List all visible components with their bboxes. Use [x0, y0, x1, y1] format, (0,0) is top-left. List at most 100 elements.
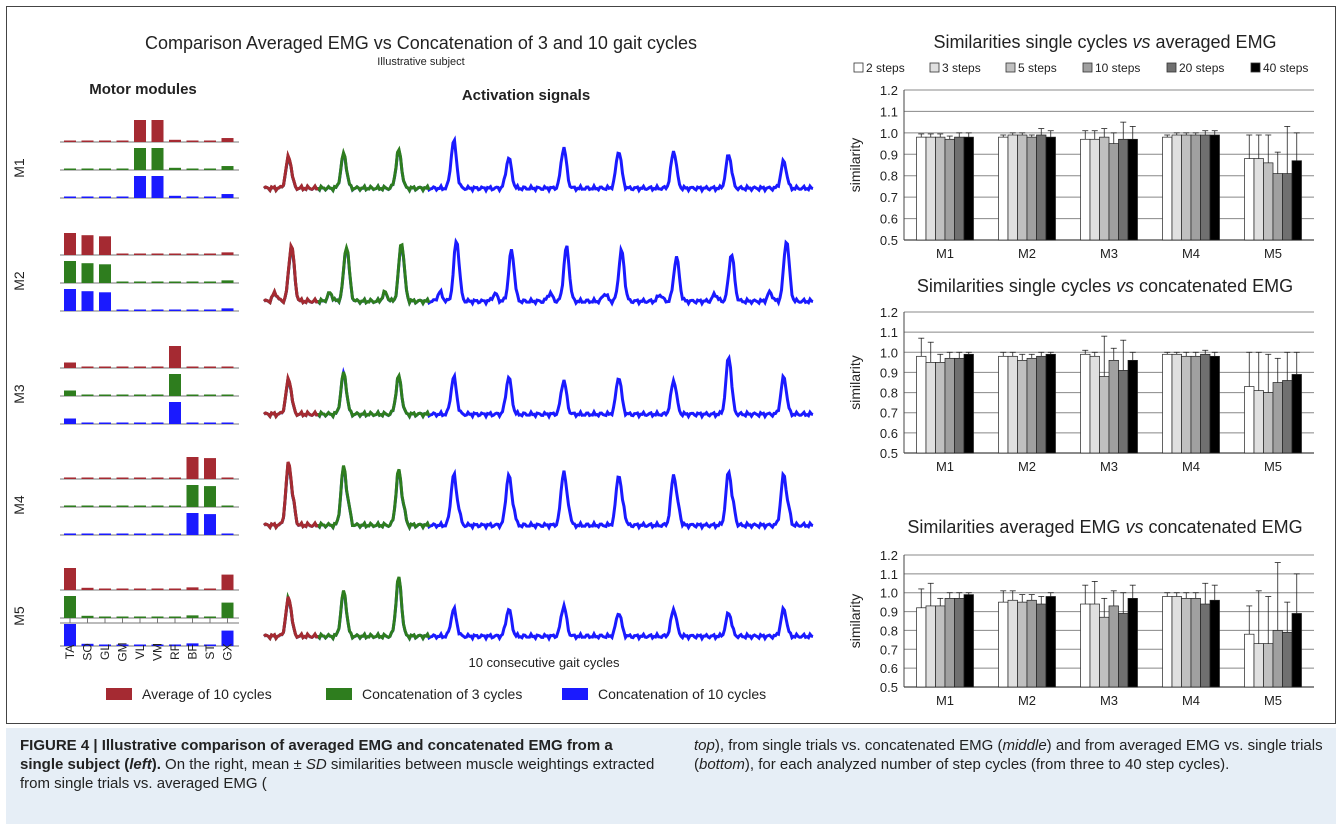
y-axis-label: similarity [847, 594, 863, 648]
right-panel: Similarities single cycles vs averaged E… [840, 6, 1334, 724]
weight-bar-m1-vm [151, 148, 164, 170]
bar-m1-2-steps [916, 355, 927, 454]
chart-title-1: Similarities single cycles vs averaged E… [933, 32, 1276, 52]
bar-m5-40-steps [1291, 613, 1302, 688]
bar-m5-3-steps [1253, 158, 1264, 241]
weight-bar-m2-vm [151, 253, 164, 255]
weight-bar-m3-gl [99, 366, 111, 368]
weight-bar-m3-gm [116, 366, 129, 368]
weight-bar-m4-st [204, 514, 216, 535]
y-tick-label: 0.8 [880, 169, 898, 184]
bar-m5-5-steps [1263, 392, 1274, 454]
bar-m2-40-steps [1045, 596, 1056, 688]
muscle-label-vl: VL [133, 644, 147, 659]
bar-m3-40-steps [1127, 138, 1138, 241]
weight-bar-m2-gx [221, 308, 234, 311]
weight-bar-m4-gm [116, 477, 129, 479]
caption-bottom: bottom [699, 756, 745, 773]
weight-bar-m3-ta [64, 390, 76, 396]
bar-m2-40-steps [1045, 353, 1056, 454]
bar-m2-40-steps [1045, 136, 1056, 241]
chart-title-part: Similarities averaged EMG [907, 517, 1125, 537]
figure-caption: FIGURE 4 | Illustrative comparison of av… [6, 728, 1336, 824]
y-tick-label: 1.1 [880, 104, 898, 119]
module-label-m2: M2 [11, 271, 27, 291]
bar-m4-5-steps [1181, 134, 1192, 241]
weight-bar-m4-gx [221, 477, 234, 479]
caption-text1: On the right, mean ± [160, 756, 306, 773]
bar-m2-2-steps [998, 601, 1009, 688]
weight-bar-m5-gx [221, 574, 234, 590]
weight-bar-m1-gm [116, 140, 129, 142]
y-tick-label: 0.8 [880, 386, 898, 401]
bar-m3-40-steps [1127, 598, 1138, 688]
weight-bar-m4-vm [151, 505, 164, 507]
weight-bar-m2-st [204, 253, 216, 255]
weight-bar-m4-gm [116, 533, 129, 535]
weight-bar-m1-bf [186, 140, 199, 142]
weight-bar-m4-ta [64, 505, 76, 507]
weight-bar-m3-rf [169, 402, 181, 424]
weight-bar-m2-vl [134, 253, 146, 255]
legend-swatch-10-steps [1082, 62, 1093, 73]
weight-bar-m3-rf [169, 374, 181, 396]
muscle-label-st: ST [203, 644, 217, 660]
weight-bar-m4-ta [64, 533, 76, 535]
bar-m3-20-steps [1118, 370, 1129, 454]
weight-bar-m1-vl [134, 120, 146, 142]
module-label-m1: M1 [11, 158, 27, 178]
weight-bar-m4-bf [186, 485, 199, 507]
bar-m5-40-steps [1291, 374, 1302, 454]
legend-label-0: Average of 10 cycles [142, 686, 272, 702]
weight-bar-m2-vl [134, 281, 146, 283]
weight-bar-m2-gx [221, 252, 234, 255]
weight-bar-m5-rf [169, 616, 181, 618]
weight-bar-m3-rf [169, 346, 181, 368]
caption-text4: ) and from averaged EMG vs. single trial… [694, 737, 1323, 773]
bar-m4-20-steps [1200, 603, 1211, 688]
weight-bar-m3-gl [99, 394, 111, 396]
weight-bar-m4-vl [134, 477, 146, 479]
weight-bar-m5-st [204, 644, 216, 646]
weight-bar-m5-st [204, 588, 216, 590]
bar-m5-5-steps [1263, 162, 1274, 241]
caption-title-end: ). [151, 756, 161, 773]
weight-bar-m3-st [204, 394, 216, 396]
weight-bar-m5-so [81, 587, 94, 590]
weight-bar-m1-so [81, 168, 94, 170]
muscle-labels: TA SO GL GM VL VM RF BF ST GX [60, 618, 239, 662]
weight-bar-m4-gx [221, 505, 234, 507]
x-tick-label-m5: M5 [1264, 246, 1282, 261]
bar-m1-20-steps [954, 357, 965, 454]
weight-bar-m4-so [81, 477, 94, 479]
weight-bar-m5-gl [99, 588, 111, 590]
weight-bar-m3-bf [186, 366, 199, 368]
weight-bar-m1-ta [64, 168, 76, 170]
chart-title-part: Similarities single cycles [933, 32, 1132, 52]
bar-m3-5-steps [1099, 136, 1110, 241]
legend-label-2-steps: 2 steps [866, 61, 905, 75]
weight-bar-m1-rf [169, 139, 181, 142]
signal-average-m2 [263, 240, 319, 305]
y-tick-label: 0.9 [880, 147, 898, 162]
weight-bar-m5-vm [151, 644, 164, 646]
weight-bar-m3-vl [134, 394, 146, 396]
weight-bar-m2-bf [186, 281, 199, 283]
bar-m2-10-steps [1026, 357, 1037, 454]
weight-bar-m4-bf [186, 457, 199, 479]
weight-bar-m1-bf [186, 168, 199, 170]
motor-modules: M1 M2 M3 M4 M5 [11, 120, 239, 647]
legend-swatch-0 [106, 688, 132, 700]
x-tick-label-m2: M2 [1018, 459, 1036, 474]
bar-m3-2-steps [1080, 353, 1091, 454]
weight-bar-m5-bf [186, 587, 199, 590]
weight-bar-m3-gx [221, 422, 234, 424]
y-tick-label: 0.5 [880, 446, 898, 461]
weight-bar-m2-bf [186, 253, 199, 255]
left-title: Comparison Averaged EMG vs Concatenation… [145, 33, 697, 53]
legend-swatch-2 [562, 688, 588, 700]
bar-chart-1: Similarities single cycles vs averaged E… [847, 32, 1314, 261]
x-tick-label-m3: M3 [1100, 693, 1118, 708]
signal-concat3-m4 [263, 462, 431, 532]
legend-swatch-20-steps [1166, 62, 1177, 73]
